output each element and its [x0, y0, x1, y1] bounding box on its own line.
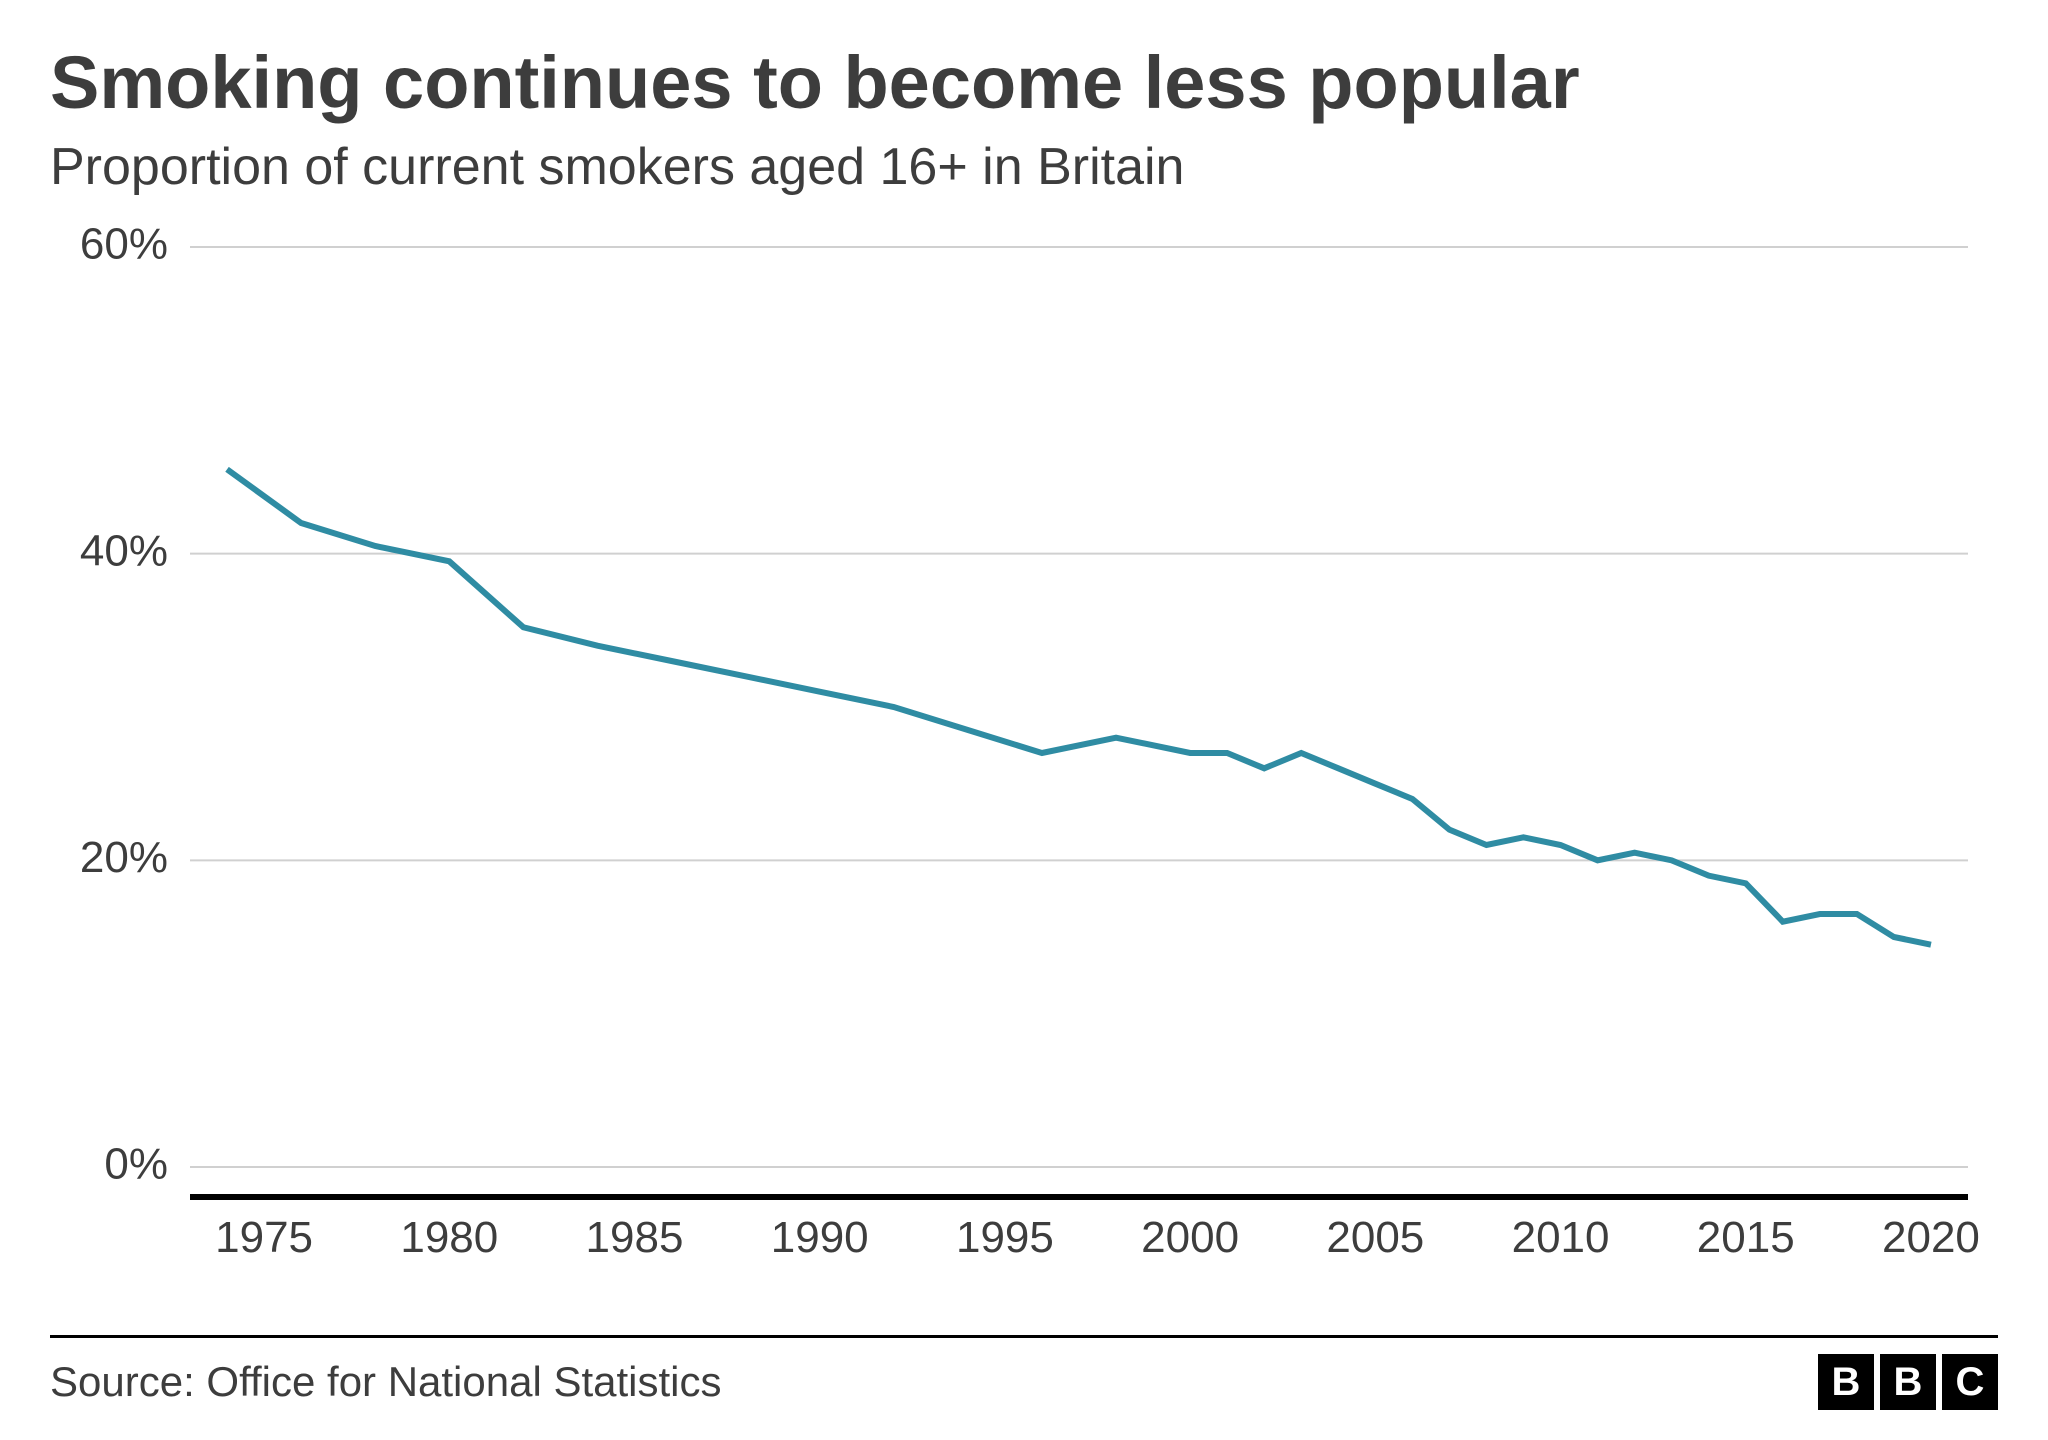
x-tick-label: 1995: [956, 1213, 1054, 1262]
y-tick-label: 20%: [80, 833, 168, 882]
y-tick-label: 0%: [104, 1140, 168, 1189]
x-tick-label: 2000: [1141, 1213, 1239, 1262]
bbc-logo: B B C: [1818, 1354, 1998, 1410]
bbc-logo-block: B: [1818, 1354, 1874, 1410]
x-tick-label: 2005: [1326, 1213, 1424, 1262]
x-tick-label: 1985: [586, 1213, 684, 1262]
x-tick-label: 2015: [1697, 1213, 1795, 1262]
line-chart-svg: 0% 20% 40% 60% 1975 1980 1985 1990 1995 2000 2005 2…: [50, 217, 1998, 1277]
bbc-logo-block: C: [1942, 1354, 1998, 1410]
y-tick-label: 60%: [80, 220, 168, 269]
chart-footer: Source: Office for National Statistics B…: [50, 1335, 1998, 1410]
x-tick-label: 2010: [1512, 1213, 1610, 1262]
source-text: Source: Office for National Statistics: [50, 1358, 722, 1406]
x-tick-label: 1980: [400, 1213, 498, 1262]
chart-subtitle: Proportion of current smokers aged 16+ i…: [50, 137, 1998, 197]
bbc-logo-block: B: [1880, 1354, 1936, 1410]
x-tick-label: 2020: [1882, 1213, 1980, 1262]
x-tick-label: 1990: [771, 1213, 869, 1262]
y-tick-label: 40%: [80, 526, 168, 575]
x-tick-label: 1975: [215, 1213, 313, 1262]
chart-area: 0% 20% 40% 60% 1975 1980 1985 1990 1995 2000 2005 2…: [50, 217, 1998, 1335]
data-line: [227, 469, 1931, 944]
chart-title: Smoking continues to become less popular: [50, 40, 1998, 125]
